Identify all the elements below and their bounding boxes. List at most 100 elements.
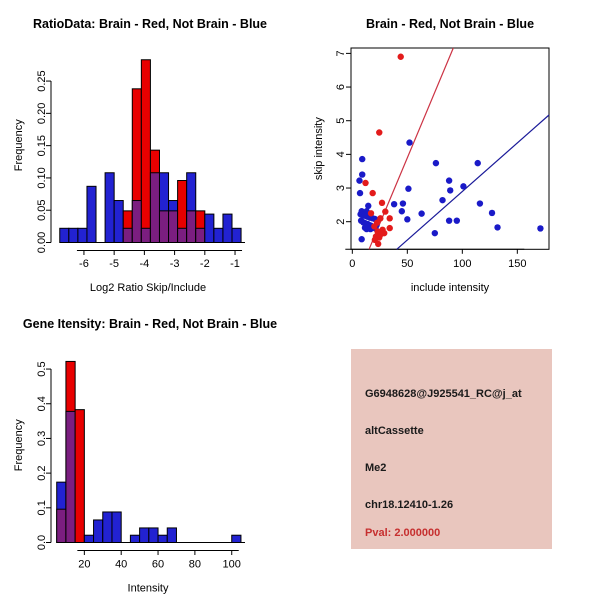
hist-bar-blue bbox=[157, 534, 168, 543]
x-tick-label: 50 bbox=[401, 258, 413, 270]
red-point bbox=[369, 189, 376, 197]
y-tick-label: 0.1 bbox=[36, 500, 48, 515]
blue-point bbox=[445, 177, 453, 184]
blue-point bbox=[494, 224, 501, 231]
intensity-hist-title: Gene Itensity: Brain - Red, Not Brain - … bbox=[22, 317, 278, 331]
blue-point bbox=[365, 202, 372, 210]
hist-bar-overlap bbox=[56, 508, 67, 543]
y-tick-label: 0.05 bbox=[36, 200, 48, 221]
red-point bbox=[382, 208, 389, 215]
gene-info-panel: G6948628@J925541_RC@j_at altCassette Me2… bbox=[351, 349, 552, 549]
hist-bar-overlap bbox=[122, 227, 133, 243]
y-tick-label: 0.20 bbox=[36, 103, 48, 124]
hist-bar-blue bbox=[129, 534, 141, 543]
blue-point bbox=[537, 225, 544, 232]
red-point bbox=[378, 199, 386, 207]
blue-point bbox=[476, 200, 484, 207]
blue-trend-line bbox=[396, 114, 550, 250]
hist-bar-overlap bbox=[186, 210, 197, 243]
location-text: chr18.12410-1.26 bbox=[365, 499, 454, 511]
blue-point bbox=[474, 159, 481, 167]
x-tick-label: 100 bbox=[223, 559, 241, 571]
y-tick-label: 6 bbox=[335, 84, 347, 90]
splice-type-text: altCassette bbox=[365, 425, 424, 437]
hist-bar-overlap bbox=[140, 227, 151, 243]
y-tick-label: 0.25 bbox=[36, 70, 48, 91]
y-tick-label: 0.00 bbox=[36, 232, 48, 253]
y-tick-label: 5 bbox=[335, 118, 347, 124]
y-tick-label: 0.5 bbox=[36, 361, 48, 376]
blue-point bbox=[432, 159, 440, 167]
red-point bbox=[386, 215, 393, 222]
y-tick-label: 0.2 bbox=[36, 465, 48, 480]
hist-bar-overlap bbox=[195, 227, 206, 243]
blue-point bbox=[359, 155, 366, 163]
y-tick-label: 0.3 bbox=[36, 431, 48, 446]
blue-point bbox=[361, 224, 369, 231]
red-point bbox=[377, 215, 384, 222]
hist-bar-blue bbox=[102, 511, 113, 544]
red-point bbox=[374, 240, 382, 248]
blue-point bbox=[406, 139, 413, 146]
hist-bar-overlap bbox=[158, 210, 170, 243]
x-tick-label: -1 bbox=[230, 258, 240, 270]
blue-point bbox=[358, 236, 365, 243]
y-tick-label: 7 bbox=[335, 50, 347, 56]
x-axis-title: include intensity bbox=[411, 282, 490, 294]
x-tick-label: 100 bbox=[453, 258, 471, 270]
blue-point bbox=[356, 189, 364, 197]
x-tick-label: 20 bbox=[78, 559, 90, 571]
red-point bbox=[371, 223, 378, 230]
y-tick-label: 0.4 bbox=[36, 396, 48, 411]
hist-bar-blue bbox=[231, 227, 242, 243]
x-tick-label: 0 bbox=[349, 258, 355, 270]
y-tick-label: 2 bbox=[335, 219, 347, 225]
blue-point bbox=[453, 217, 461, 224]
hist-bar-blue bbox=[77, 227, 88, 243]
hist-bar-blue bbox=[222, 213, 233, 244]
blue-point bbox=[488, 209, 496, 217]
red-point bbox=[367, 210, 375, 217]
x-tick-label: -5 bbox=[109, 258, 119, 270]
blue-point bbox=[460, 183, 467, 190]
blue-point bbox=[431, 229, 439, 237]
x-axis-title: Intensity bbox=[128, 583, 169, 595]
blue-point bbox=[447, 187, 454, 194]
x-tick-label: -3 bbox=[170, 258, 180, 270]
blue-point bbox=[359, 171, 366, 178]
blue-point bbox=[405, 185, 412, 192]
hist-bar-blue bbox=[139, 527, 150, 544]
x-tick-label: -4 bbox=[139, 258, 149, 270]
y-tick-label: 3 bbox=[335, 185, 347, 191]
hist-bar-blue bbox=[83, 534, 95, 543]
hist-bar-blue bbox=[148, 527, 159, 544]
scatter-title: Brain - Red, Not Brain - Blue bbox=[365, 17, 535, 31]
hist-bar-red bbox=[74, 409, 85, 543]
blue-point bbox=[404, 216, 411, 223]
blue-point bbox=[399, 200, 407, 207]
y-tick-label: 4 bbox=[335, 151, 347, 157]
x-tick-label: 150 bbox=[508, 258, 526, 270]
hist-bar-blue bbox=[113, 200, 124, 243]
y-tick-label: 0.0 bbox=[36, 535, 48, 550]
plot-box bbox=[350, 47, 550, 250]
blue-point bbox=[439, 196, 446, 204]
probe-id-text: G6948628@J925541_RC@j_at bbox=[365, 388, 522, 400]
blue-point bbox=[418, 210, 425, 217]
x-tick-label: 60 bbox=[152, 559, 164, 571]
hist-bar-overlap bbox=[168, 210, 179, 243]
ratio-hist-title: RatioData: Brain - Red, Not Brain - Blue bbox=[32, 17, 268, 31]
y-axis-title: Frequency bbox=[13, 419, 25, 471]
blue-point bbox=[356, 177, 363, 184]
y-tick-label: 0.15 bbox=[36, 135, 48, 156]
hist-bar-blue bbox=[231, 534, 242, 543]
x-tick-label: 80 bbox=[189, 559, 201, 571]
red-point bbox=[386, 224, 393, 232]
hist-bar-blue bbox=[166, 527, 177, 544]
hist-bar-overlap bbox=[65, 410, 76, 543]
hist-bar-red bbox=[140, 59, 151, 243]
blue-point bbox=[398, 208, 406, 215]
hist-bar-overlap bbox=[177, 227, 188, 243]
